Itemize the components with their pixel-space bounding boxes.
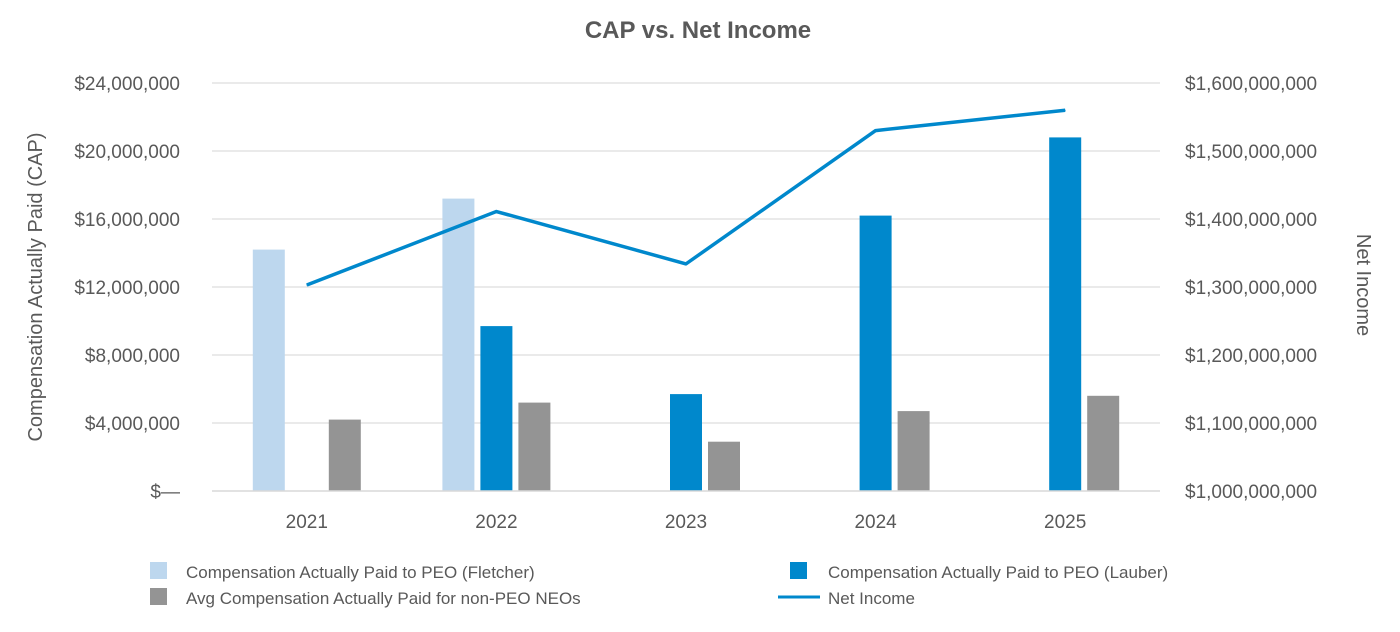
left-axis-title: Compensation Actually Paid (CAP) [25,132,47,441]
net-income-point-2024 [875,130,877,132]
bar-compensation-actually-paid-to-peo-fletcher--2021 [252,249,285,491]
legend-swatch-non-peo [150,588,167,605]
y-tick-label: $24,000,000 [74,74,180,95]
legend: Compensation Actually Paid to PEO (Fletc… [150,562,1168,608]
y-tick-label: $20,000,000 [74,142,180,163]
legend-label-non-peo: Avg Compensation Actually Paid for non-P… [186,589,581,608]
bar-compensation-actually-paid-to-peo-lauber--2022 [480,326,513,491]
legend-label-fletcher: Compensation Actually Paid to PEO (Fletc… [186,563,535,582]
x-tick-label: 2023 [665,512,707,533]
y2-tick-label: $1,000,000,000 [1185,482,1317,503]
legend-label-net-income: Net Income [828,589,915,608]
y2-tick-label: $1,600,000,000 [1185,74,1317,95]
x-axis-ticks: 2021 2022 2023 2024 2025 [286,512,1087,533]
right-axis-title: Net Income [1352,234,1374,336]
gridlines [212,82,1160,424]
bar-avg-compensation-actually-paid-for-non-peo-neos-2025 [1087,395,1120,491]
x-tick-label: 2021 [286,512,328,533]
net-income-point-2025 [1064,109,1066,111]
legend-label-lauber: Compensation Actually Paid to PEO (Laube… [828,563,1168,582]
y-tick-label: $8,000,000 [85,346,180,367]
y2-tick-label: $1,400,000,000 [1185,210,1317,231]
y-tick-label: $12,000,000 [74,278,180,299]
x-tick-label: 2024 [854,512,897,533]
x-tick-label: 2025 [1044,512,1086,533]
bar-compensation-actually-paid-to-peo-lauber--2023 [670,394,702,491]
y-tick-label: $4,000,000 [85,414,180,435]
net-income-line-layer [306,108,1066,287]
y2-tick-label: $1,200,000,000 [1185,346,1317,367]
chart-title: CAP vs. Net Income [585,17,811,44]
legend-swatch-fletcher [150,562,167,579]
net-income-point-2021 [306,284,308,286]
y-tick-label: $— [150,482,180,503]
bar-compensation-actually-paid-to-peo-fletcher--2022 [442,198,475,491]
y-tick-label: $16,000,000 [74,210,180,231]
bar-compensation-actually-paid-to-peo-lauber--2024 [859,215,892,491]
x-tick-label: 2022 [475,512,517,533]
left-axis-ticks: $— $4,000,000 $8,000,000 $12,000,000 $16,000… [74,74,180,503]
bar-compensation-actually-paid-to-peo-lauber--2025 [1049,137,1082,491]
net-income-point-2023 [685,263,687,265]
net-income-point-2022 [495,211,497,213]
y2-tick-label: $1,100,000,000 [1185,414,1317,435]
right-axis-ticks: $1,000,000,000 $1,100,000,000 $1,200,000,0… [1185,74,1317,503]
bar-avg-compensation-actually-paid-for-non-peo-neos-2023 [708,441,740,491]
bar-avg-compensation-actually-paid-for-non-peo-neos-2021 [328,419,361,491]
bar-avg-compensation-actually-paid-for-non-peo-neos-2022 [518,402,551,491]
legend-swatch-lauber [790,562,807,579]
bars [252,137,1120,491]
bar-avg-compensation-actually-paid-for-non-peo-neos-2024 [897,411,930,491]
y2-tick-label: $1,500,000,000 [1185,142,1317,163]
net-income-line [306,108,1066,287]
y2-tick-label: $1,300,000,000 [1185,278,1317,299]
